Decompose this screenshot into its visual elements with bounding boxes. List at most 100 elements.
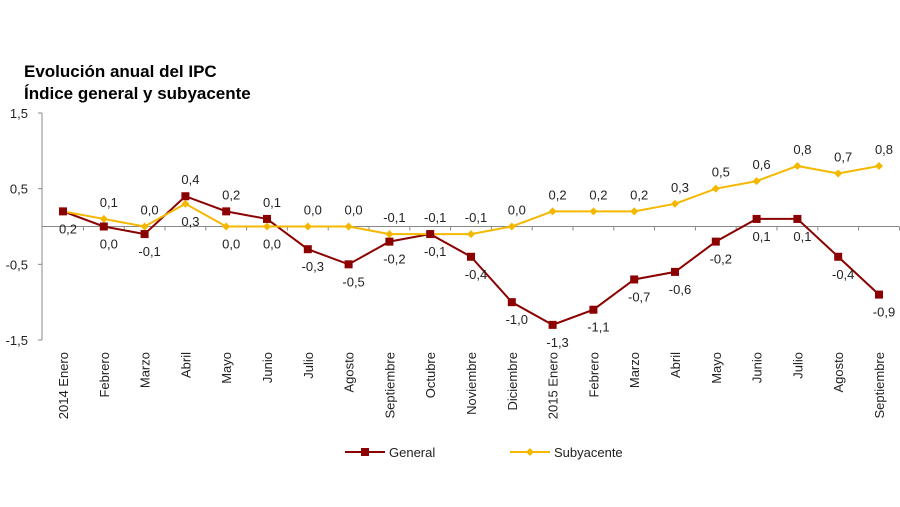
- data-label-general: -0,1: [424, 244, 446, 259]
- data-label-subyacente: 0,8: [793, 142, 811, 157]
- data-label-general: 0,1: [753, 229, 771, 244]
- x-tick-label: Julio: [301, 352, 316, 379]
- data-point: [548, 320, 557, 329]
- data-point: [99, 214, 108, 223]
- x-tick-label: 2014 Enero: [56, 352, 71, 419]
- data-point: [589, 305, 598, 314]
- data-point: [752, 214, 761, 223]
- data-label-general: -0,6: [669, 282, 691, 297]
- data-point: [263, 214, 271, 223]
- data-label-general: 0,0: [100, 237, 118, 252]
- data-point: [59, 207, 67, 216]
- legend-marker: [526, 448, 534, 456]
- data-point: [181, 192, 190, 201]
- data-point: [875, 290, 883, 299]
- x-tick-label: Abril: [668, 352, 683, 378]
- data-point: [630, 275, 639, 284]
- data-point: [711, 184, 720, 193]
- x-tick-label: Septiembre: [872, 352, 887, 418]
- data-label-general: -0,7: [628, 289, 650, 304]
- data-label-subyacente: 0,0: [508, 203, 526, 218]
- data-label-subyacente: 0,3: [671, 180, 689, 195]
- data-label-general: -1,3: [546, 335, 568, 350]
- data-point: [589, 207, 598, 216]
- data-point: [263, 222, 271, 231]
- x-tick-label: 2015 Enero: [546, 352, 561, 419]
- y-tick-label: 0,5: [10, 182, 28, 197]
- data-point: [222, 207, 231, 216]
- data-label-subyacente: 0,0: [345, 203, 363, 218]
- x-tick-label: Junio: [260, 352, 275, 383]
- data-label-subyacente: 0,0: [304, 203, 322, 218]
- data-label-general: 0,1: [263, 195, 281, 210]
- data-point: [222, 222, 231, 231]
- data-label-general: 0,2: [222, 187, 240, 202]
- data-point: [181, 199, 190, 208]
- x-tick-label: Junio: [750, 352, 765, 383]
- data-label-subyacente: 0,0: [222, 237, 240, 252]
- data-point: [507, 298, 516, 307]
- x-tick-label: Octubre: [423, 352, 438, 398]
- data-label-general: -0,4: [465, 267, 487, 282]
- data-point: [671, 199, 679, 208]
- data-label-general: 0,2: [59, 221, 77, 236]
- legend-marker: [361, 448, 369, 456]
- y-tick-label: -1,5: [6, 333, 28, 348]
- data-label-general: -0,9: [873, 305, 895, 320]
- data-point: [140, 222, 149, 231]
- data-label-subyacente: 0,1: [100, 195, 118, 210]
- data-point: [752, 177, 761, 186]
- data-point: [793, 214, 802, 223]
- data-point: [385, 237, 394, 246]
- x-tick-label: Agosto: [831, 352, 846, 392]
- x-tick-label: Julio: [790, 352, 805, 379]
- data-label-subyacente: 0,7: [834, 150, 852, 165]
- data-point: [834, 169, 843, 178]
- data-label-general: 0,1: [793, 229, 811, 244]
- data-point: [344, 260, 353, 269]
- x-tick-label: Febrero: [586, 352, 601, 398]
- y-tick-label: -0,5: [6, 257, 28, 272]
- data-label-subyacente: -0,1: [424, 210, 446, 225]
- data-point: [548, 207, 557, 216]
- data-label-subyacente: 0,3: [181, 214, 199, 229]
- data-label-subyacente: -0,1: [383, 210, 405, 225]
- data-label-general: -0,3: [302, 259, 324, 274]
- x-tick-label: Marzo: [138, 352, 153, 388]
- data-point: [630, 207, 639, 216]
- data-point: [671, 267, 679, 276]
- data-label-subyacente: -0,1: [465, 210, 487, 225]
- legend-label: General: [389, 445, 435, 460]
- chart-title: Evolución anual del IPC: [24, 62, 217, 81]
- x-tick-label: Marzo: [627, 352, 642, 388]
- data-label-subyacente: 0,6: [753, 157, 771, 172]
- data-point: [834, 252, 843, 261]
- data-point: [711, 237, 720, 246]
- data-label-general: -0,2: [710, 252, 732, 267]
- data-label-general: -0,1: [138, 244, 160, 259]
- data-point: [303, 245, 312, 254]
- x-tick-label: Agosto: [342, 352, 357, 392]
- data-point: [793, 161, 802, 170]
- data-label-general: -1,0: [506, 312, 528, 327]
- data-label-subyacente: 0,2: [630, 187, 648, 202]
- data-label-general: -0,5: [342, 274, 364, 289]
- data-label-general: 0,4: [181, 172, 199, 187]
- x-tick-label: Mayo: [219, 352, 234, 384]
- data-point: [426, 230, 435, 239]
- data-point: [507, 222, 516, 231]
- data-label-general: -0,4: [832, 267, 854, 282]
- x-tick-label: Septiembre: [382, 352, 397, 418]
- data-point: [875, 161, 883, 170]
- data-label-subyacente: 0,8: [875, 142, 893, 157]
- data-label-subyacente: 0,2: [549, 187, 567, 202]
- data-point: [467, 252, 475, 261]
- chart-subtitle: Índice general y subyacente: [24, 84, 251, 103]
- data-point: [140, 230, 149, 239]
- data-point: [344, 222, 353, 231]
- data-point: [303, 222, 312, 231]
- x-tick-label: Febrero: [97, 352, 112, 398]
- x-tick-label: Noviembre: [464, 352, 479, 415]
